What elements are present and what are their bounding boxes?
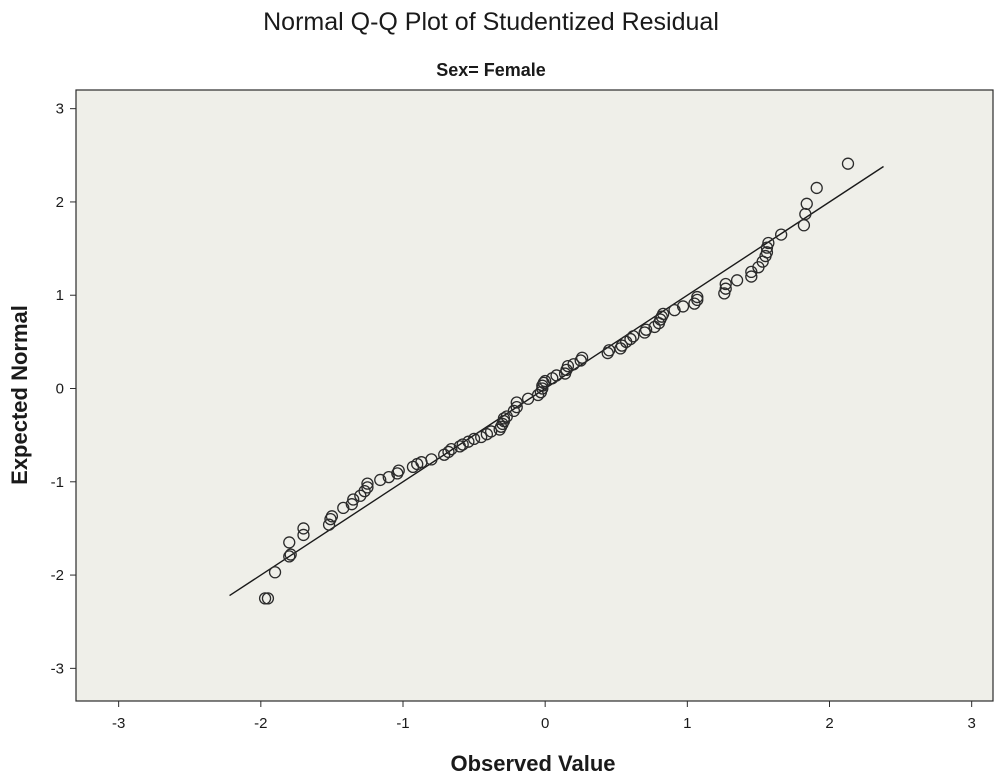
x-tick-label: 2 — [825, 715, 833, 732]
data-points — [258, 157, 855, 605]
data-point — [261, 592, 275, 605]
data-point — [730, 274, 744, 287]
data-point — [467, 432, 481, 446]
data-point — [322, 518, 336, 531]
data-point — [297, 528, 310, 542]
data-point — [567, 358, 580, 371]
data-point — [745, 270, 758, 283]
data-point — [561, 359, 575, 373]
data-point — [258, 592, 272, 605]
x-tick-label: 3 — [968, 715, 976, 732]
data-point — [676, 300, 690, 313]
data-point — [639, 323, 653, 336]
y-tick-label: -2 — [51, 567, 64, 584]
y-tick-label: 2 — [56, 194, 64, 211]
data-point — [484, 425, 498, 438]
data-point — [615, 339, 629, 352]
data-point — [297, 522, 310, 535]
data-point — [602, 344, 616, 357]
chart-subtitle: Sex= Female — [436, 60, 546, 80]
data-point — [325, 510, 339, 523]
data-point — [392, 464, 405, 477]
data-point — [550, 369, 563, 382]
data-point — [762, 236, 775, 250]
data-point — [507, 404, 521, 418]
data-point — [760, 246, 774, 259]
data-point — [445, 442, 458, 456]
data-point — [718, 287, 731, 300]
data-point — [536, 382, 549, 395]
data-point — [283, 550, 296, 563]
data-point — [810, 181, 823, 195]
y-tick-label: -3 — [51, 660, 64, 677]
data-point — [361, 477, 374, 490]
data-point — [442, 445, 455, 459]
data-point — [841, 157, 855, 170]
data-point — [268, 566, 282, 579]
x-tick-label: 1 — [683, 715, 691, 732]
data-point — [425, 453, 438, 466]
data-point — [462, 435, 475, 448]
data-point — [575, 351, 589, 364]
data-point — [456, 438, 469, 451]
y-tick-label: -1 — [51, 474, 64, 491]
chart-title: Normal Q-Q Plot of Studentized Residual — [263, 8, 719, 36]
x-tick-label: -2 — [254, 715, 267, 732]
x-axis: -3 -2 -1 0 1 2 3 — [112, 701, 976, 732]
x-tick-label: 0 — [541, 715, 549, 732]
data-point — [283, 536, 296, 549]
data-point — [347, 493, 360, 506]
y-axis-title: Expected Normal — [7, 305, 32, 485]
data-point — [760, 241, 774, 254]
data-point — [510, 396, 523, 409]
data-point — [475, 430, 488, 444]
data-point — [284, 548, 297, 561]
data-point — [691, 290, 704, 304]
data-point — [624, 332, 637, 346]
data-point — [358, 484, 371, 498]
data-point — [800, 197, 813, 210]
data-point — [361, 481, 374, 494]
data-point — [657, 307, 670, 321]
y-axis: -3 -2 -1 0 1 2 3 — [51, 101, 76, 677]
x-axis-title: Observed Value — [450, 751, 615, 776]
data-point — [337, 501, 350, 515]
data-point — [691, 293, 704, 307]
data-point — [510, 401, 523, 414]
data-point — [719, 277, 732, 291]
data-point — [539, 374, 552, 388]
data-point — [719, 282, 732, 295]
data-point — [627, 330, 640, 343]
data-point — [354, 489, 367, 502]
y-tick-label: 1 — [56, 287, 64, 304]
data-point — [374, 473, 387, 487]
data-point — [775, 228, 788, 241]
data-point — [345, 498, 358, 511]
x-tick-label: -3 — [112, 715, 125, 732]
data-point — [382, 470, 395, 484]
y-tick-label: 0 — [56, 381, 64, 398]
data-point — [668, 303, 681, 317]
data-point — [688, 297, 701, 310]
data-point — [497, 412, 511, 425]
y-tick-label: 3 — [56, 101, 64, 118]
x-tick-label: -1 — [396, 715, 409, 732]
